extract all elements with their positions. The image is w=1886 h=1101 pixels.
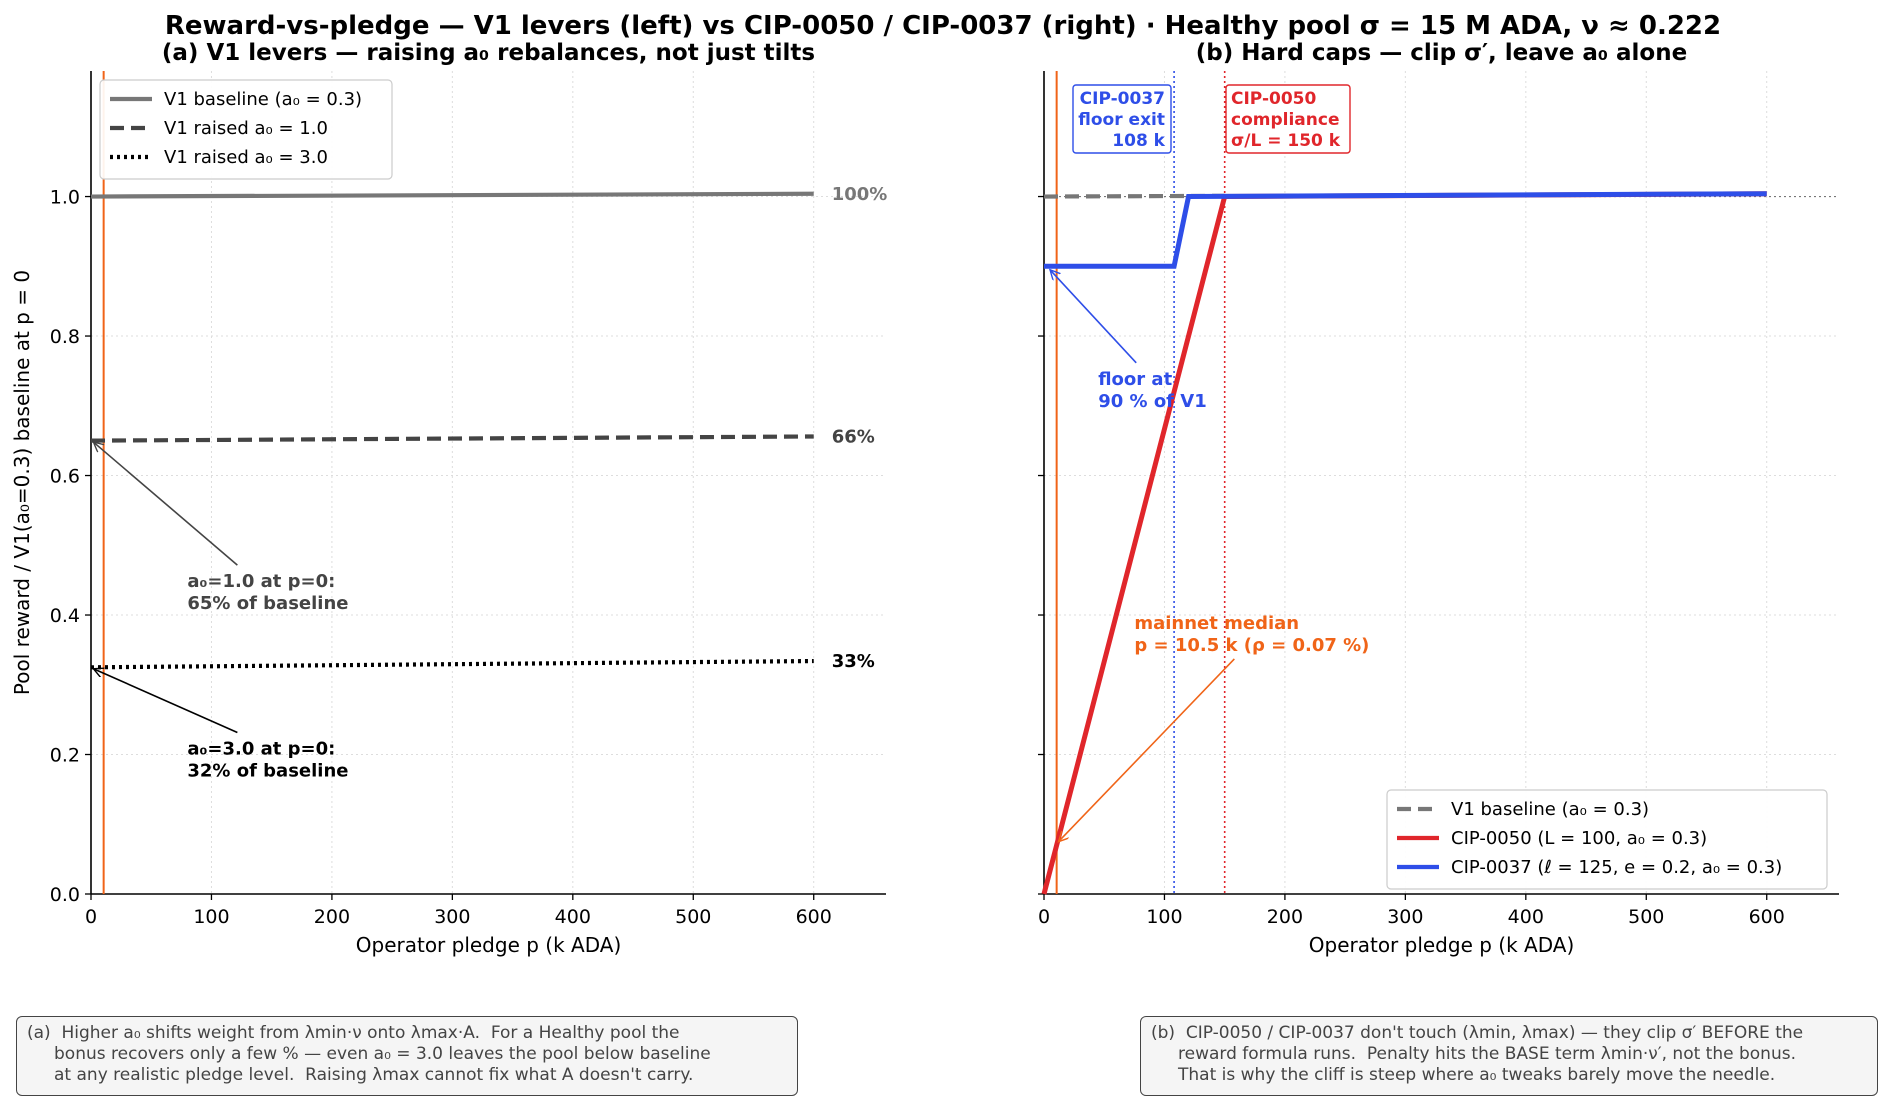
annotation-text: p = 10.5 k (ρ = 0.07 %) xyxy=(1134,635,1369,656)
callout-text: compliance xyxy=(1231,110,1339,130)
x-tick-label: 600 xyxy=(796,906,832,928)
annotation-arrow xyxy=(93,442,238,566)
series-end-label: 66% xyxy=(832,426,875,447)
figure-title: Reward-vs-pledge — V1 levers (left) vs C… xyxy=(165,11,1721,41)
annotation-text: 32% of baseline xyxy=(187,761,348,782)
legend: V1 baseline (a₀ = 0.3) V1 raised a₀ = 1.0… xyxy=(99,79,393,180)
annotation-text: a₀=1.0 at p=0: xyxy=(187,571,335,592)
panel-b: (b) Hard caps — clip σ′, leave a₀ alone 0… xyxy=(1038,40,1839,957)
x-axis-label: Operator pledge p (k ADA) xyxy=(1309,933,1575,957)
x-tick-label: 300 xyxy=(434,906,470,928)
x-tick-label: 200 xyxy=(314,906,350,928)
series-line xyxy=(1041,191,1767,895)
annotation-text: a₀=3.0 at p=0: xyxy=(187,739,335,760)
series-line xyxy=(90,191,814,199)
legend-frame xyxy=(99,79,393,180)
x-tick-label: 500 xyxy=(1628,906,1664,928)
series-end-label: 33% xyxy=(832,651,875,672)
series-line xyxy=(90,658,814,670)
y-tick-label: 0.8 xyxy=(50,326,80,348)
series-line xyxy=(90,434,814,443)
x-tick-label: 500 xyxy=(675,906,711,928)
x-tick-label: 0 xyxy=(1038,906,1050,928)
annotation-arrow xyxy=(1050,270,1137,364)
callout-text: 108 k xyxy=(1112,131,1165,151)
caption-left: (a) Higher a₀ shifts weight from λmin·ν … xyxy=(16,1016,798,1096)
x-tick-label: 0 xyxy=(85,906,97,928)
x-tick-label: 400 xyxy=(555,906,591,928)
legend-frame xyxy=(1386,789,1828,890)
series-line xyxy=(1044,191,1767,269)
panel-title: (a) V1 levers — raising a₀ rebalances, n… xyxy=(162,40,815,66)
callout-box xyxy=(1225,84,1351,154)
caption-right: (b) CIP-0050 / CIP-0037 don't touch (λmi… xyxy=(1140,1016,1878,1096)
callout-text: floor exit xyxy=(1078,110,1165,130)
annotation-text: 90 % of V1 xyxy=(1098,391,1207,412)
x-tick-label: 100 xyxy=(1146,906,1182,928)
x-tick-label: 300 xyxy=(1387,906,1423,928)
legend-label: V1 baseline (a₀ = 0.3) xyxy=(164,89,362,110)
legend-label: V1 raised a₀ = 1.0 xyxy=(164,118,328,139)
callout-box xyxy=(1072,84,1172,154)
legend: V1 baseline (a₀ = 0.3) CIP-0050 (L = 100,… xyxy=(1386,789,1828,890)
legend-label: CIP-0037 (ℓ = 125, e = 0.2, a₀ = 0.3) xyxy=(1451,857,1782,878)
x-tick-label: 200 xyxy=(1267,906,1303,928)
annotation-text: mainnet median xyxy=(1134,613,1299,634)
y-tick-label: 0.2 xyxy=(50,745,80,767)
x-axis-label: Operator pledge p (k ADA) xyxy=(356,933,622,957)
annotation-arrow xyxy=(1058,658,1235,842)
annotation-text: floor at xyxy=(1098,369,1172,390)
panel-title: (b) Hard caps — clip σ′, leave a₀ alone xyxy=(1196,40,1687,66)
x-tick-label: 600 xyxy=(1749,906,1785,928)
x-tick-label: 100 xyxy=(193,906,229,928)
y-tick-label: 1.0 xyxy=(50,187,80,209)
y-tick-label: 0.6 xyxy=(50,466,80,488)
callout-text: σ/L = 150 k xyxy=(1231,131,1341,151)
y-tick-label: 0.4 xyxy=(50,605,80,627)
y-axis-label: Pool reward / V1(a₀=0.3) baseline at p =… xyxy=(10,270,34,695)
panel-a: (a) V1 levers — raising a₀ rebalances, n… xyxy=(10,40,887,957)
callout-text: CIP-0037 xyxy=(1080,89,1165,109)
annotation-arrow xyxy=(93,669,238,734)
legend-label: CIP-0050 (L = 100, a₀ = 0.3) xyxy=(1451,828,1707,849)
y-tick-label: 0.0 xyxy=(50,884,80,906)
legend-label: V1 baseline (a₀ = 0.3) xyxy=(1451,799,1649,820)
callout-text: CIP-0050 xyxy=(1231,89,1317,109)
series-end-label: 100% xyxy=(832,184,888,205)
legend-label: V1 raised a₀ = 3.0 xyxy=(164,147,328,168)
x-tick-label: 400 xyxy=(1508,906,1544,928)
annotation-text: 65% of baseline xyxy=(187,593,348,614)
